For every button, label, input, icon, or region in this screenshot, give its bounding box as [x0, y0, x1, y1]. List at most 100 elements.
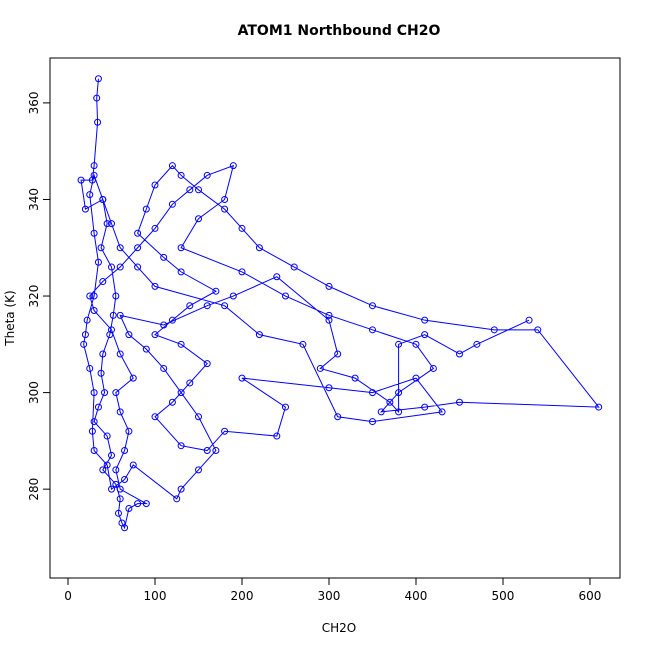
data-point: [203, 302, 211, 310]
data-point: [116, 350, 124, 358]
x-tick-label: 300: [318, 589, 341, 603]
data-point: [125, 504, 133, 512]
y-tick-label: 300: [27, 381, 41, 404]
data-point: [316, 364, 324, 372]
data-point: [121, 476, 129, 484]
data-point: [94, 403, 102, 411]
data-point: [438, 408, 446, 416]
data-point: [177, 171, 185, 179]
data-point: [129, 374, 137, 382]
data-point: [195, 466, 203, 474]
data-point: [255, 244, 263, 252]
data-point: [412, 340, 420, 348]
chart-title: ATOM1 Northbound CH2O: [238, 23, 441, 39]
data-point: [203, 360, 211, 368]
x-tick-label: 400: [405, 589, 428, 603]
data-point: [86, 364, 94, 372]
data-point: [142, 500, 150, 508]
data-point: [129, 461, 137, 469]
data-point: [203, 447, 211, 455]
data-point: [281, 292, 289, 300]
data-point: [86, 292, 94, 300]
y-tick-label: 360: [27, 91, 41, 114]
data-point: [112, 466, 120, 474]
data-point: [112, 480, 120, 488]
data-point: [108, 485, 116, 493]
data-point: [151, 181, 159, 189]
data-point: [134, 229, 142, 237]
data-point: [121, 524, 129, 532]
data-point: [221, 195, 229, 203]
data-point: [334, 350, 342, 358]
data-point: [108, 326, 116, 334]
data-point: [177, 485, 185, 493]
data-point: [421, 331, 429, 339]
data-point: [186, 302, 194, 310]
data-point: [88, 176, 96, 184]
data-point: [108, 220, 116, 228]
data-point: [421, 316, 429, 324]
data-point: [151, 331, 159, 339]
data-point: [325, 384, 333, 392]
data-point: [368, 302, 376, 310]
data-point: [238, 268, 246, 276]
data-point: [455, 350, 463, 358]
data-point: [334, 413, 342, 421]
data-point: [221, 427, 229, 435]
data-point: [93, 94, 101, 102]
data-point: [108, 451, 116, 459]
data-point: [368, 389, 376, 397]
data-point: [212, 287, 220, 295]
data-point: [83, 316, 91, 324]
data-point: [325, 316, 333, 324]
data-point: [125, 427, 133, 435]
data-point: [99, 350, 107, 358]
data-point: [116, 408, 124, 416]
data-point: [81, 205, 89, 213]
data-point: [125, 331, 133, 339]
data-point: [90, 389, 98, 397]
data-point: [106, 331, 114, 339]
data-point: [112, 292, 120, 300]
data-point: [97, 244, 105, 252]
data-point: [177, 340, 185, 348]
data-point: [90, 307, 98, 315]
data-point: [94, 75, 102, 83]
data-point: [116, 244, 124, 252]
data-point: [395, 389, 403, 397]
data-point: [325, 311, 333, 319]
data-point: [142, 205, 150, 213]
data-point: [455, 398, 463, 406]
data-point: [90, 229, 98, 237]
data-point: [160, 253, 168, 261]
data-point: [160, 364, 168, 372]
x-tick-label: 600: [579, 589, 602, 603]
data-point: [99, 278, 107, 286]
data-point: [116, 485, 124, 493]
x-axis-label: CH2O: [322, 621, 356, 635]
data-point: [90, 162, 98, 170]
data-point: [177, 389, 185, 397]
data-point: [94, 258, 102, 266]
data-point: [351, 374, 359, 382]
data-point: [368, 418, 376, 426]
data-point: [103, 432, 111, 440]
data-point: [273, 432, 281, 440]
data-point: [221, 302, 229, 310]
data-point: [101, 389, 109, 397]
data-point: [412, 374, 420, 382]
data-point: [473, 340, 481, 348]
data-point: [290, 263, 298, 271]
data-point: [77, 176, 85, 184]
data-point: [103, 220, 111, 228]
x-tick-label: 100: [144, 589, 167, 603]
data-point: [168, 162, 176, 170]
x-tick-label: 500: [492, 589, 515, 603]
data-point: [168, 398, 176, 406]
data-point: [112, 389, 120, 397]
data-point: [229, 162, 237, 170]
data-point: [151, 282, 159, 290]
data-point: [325, 282, 333, 290]
